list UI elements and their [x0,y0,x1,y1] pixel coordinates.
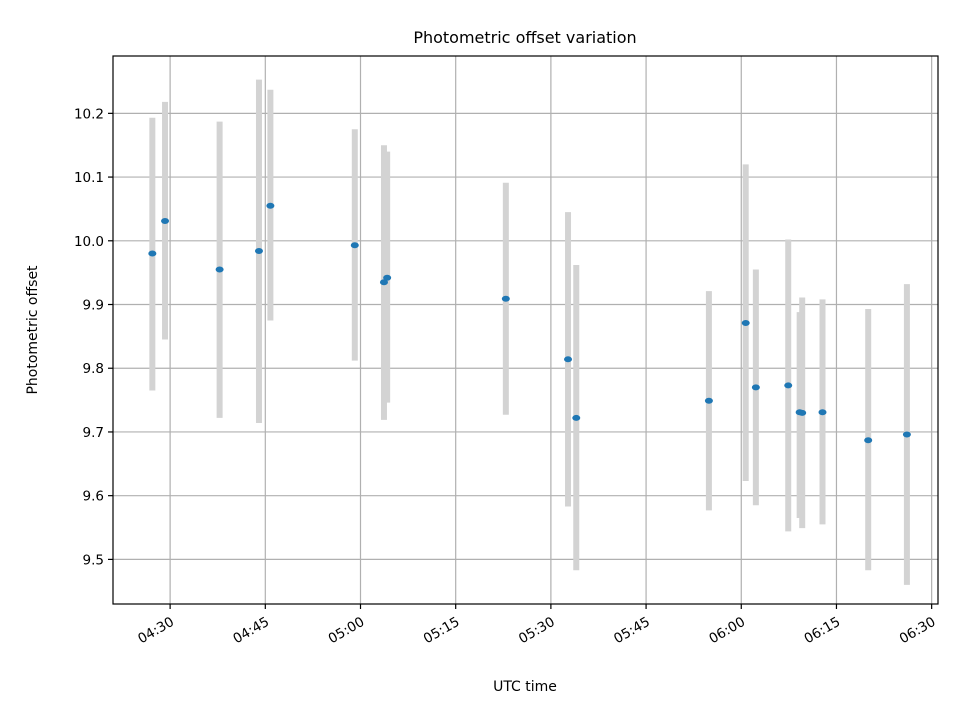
data-point [818,409,827,416]
y-axis-ticks: 9.5 9.6 9.7 9.8 9.9 10.0 10.1 10.2 [74,106,113,568]
x-tick-label: 05:00 [326,614,368,647]
y-tick-label: 10.0 [74,234,104,250]
y-tick-label: 9.6 [83,489,104,505]
y-tick-label: 10.2 [74,106,104,122]
data-point [564,356,573,363]
x-axis-ticks: 04:30 04:45 05:00 05:15 05:30 05:45 06:00 06:15… [135,604,938,647]
y-tick-label: 9.5 [83,552,104,568]
grid-lines [113,56,938,604]
x-tick-label: 06:30 [897,614,939,647]
data-point [751,384,760,391]
x-tick-label: 05:45 [611,614,653,647]
data-point [383,274,392,281]
y-tick-label: 9.8 [83,361,104,377]
data-point [254,247,263,254]
y-axis-label: Photometric offset [25,265,41,395]
y-tick-label: 9.9 [83,298,104,314]
data-point [798,409,807,416]
x-tick-label: 06:15 [802,614,844,647]
data-points [148,202,911,444]
x-axis-label: UTC time [493,679,557,695]
data-point [161,218,170,225]
x-tick-label: 06:00 [706,614,748,647]
data-point [148,250,157,257]
data-point [784,382,793,389]
data-point [379,279,388,286]
data-point [572,414,581,421]
y-tick-label: 9.7 [83,425,104,441]
data-point [266,202,275,209]
x-tick-label: 04:30 [135,614,177,647]
x-tick-label: 05:30 [516,614,558,647]
data-point [741,319,750,326]
data-point [902,431,911,438]
chart-title: Photometric offset variation [413,28,636,47]
x-tick-label: 04:45 [230,614,272,647]
data-point [215,266,224,273]
y-tick-label: 10.1 [74,170,104,186]
data-point [350,242,359,249]
data-point [704,397,713,404]
x-tick-label: 05:15 [421,614,463,647]
data-point [864,437,873,444]
data-point [501,295,510,302]
plot-frame [112,55,939,605]
